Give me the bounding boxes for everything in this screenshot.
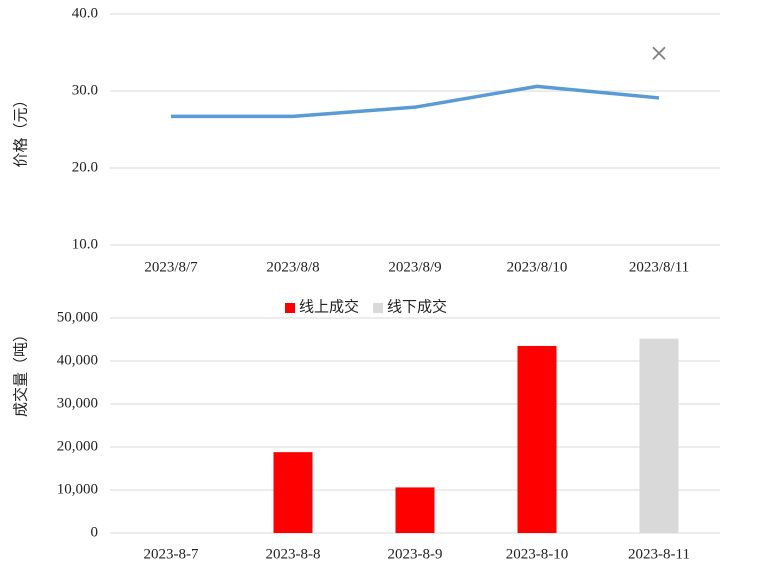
y-axis-title: 价格（元） — [12, 92, 29, 167]
y-tick-label: 50,000 — [57, 309, 98, 325]
y-tick-label: 30.0 — [72, 82, 98, 98]
x-tick-label: 2023-8-9 — [388, 546, 443, 562]
y-tick-label: 0 — [91, 524, 99, 540]
y-tick-label: 40.0 — [72, 5, 98, 21]
x-tick-label: 2023-8-11 — [628, 546, 690, 562]
bar — [517, 345, 557, 533]
x-tick-label: 2023-8-10 — [506, 546, 569, 562]
bar — [273, 452, 313, 533]
x-tick-label: 2023-8-7 — [144, 546, 199, 562]
y-tick-label: 20.0 — [72, 159, 98, 175]
bar — [639, 338, 679, 533]
y-tick-label: 10.0 — [72, 236, 98, 252]
y-tick-label: 10,000 — [57, 481, 98, 497]
y-tick-label: 40,000 — [57, 352, 98, 368]
x-tick-label: 2023/8/8 — [266, 259, 319, 275]
legend-label: 线下成交 — [387, 297, 447, 315]
bar — [395, 487, 435, 533]
y-tick-label: 20,000 — [57, 438, 98, 454]
x-tick-label: 2023/8/11 — [629, 259, 689, 275]
line — [171, 84, 660, 119]
x-tick-label: 2023-8-8 — [266, 546, 321, 562]
legend-swatch — [373, 303, 384, 313]
x-tick-label: 2023/8/7 — [144, 259, 198, 275]
x-tick-label: 2023/8/10 — [507, 259, 568, 275]
y-axis-title: 成交量（吨） — [11, 327, 29, 417]
y-tick-label: 30,000 — [57, 395, 98, 411]
legend-label: 线上成交 — [299, 297, 359, 315]
legend-swatch — [285, 303, 295, 313]
marker — [652, 46, 666, 60]
x-tick-label: 2023/8/9 — [388, 259, 441, 275]
